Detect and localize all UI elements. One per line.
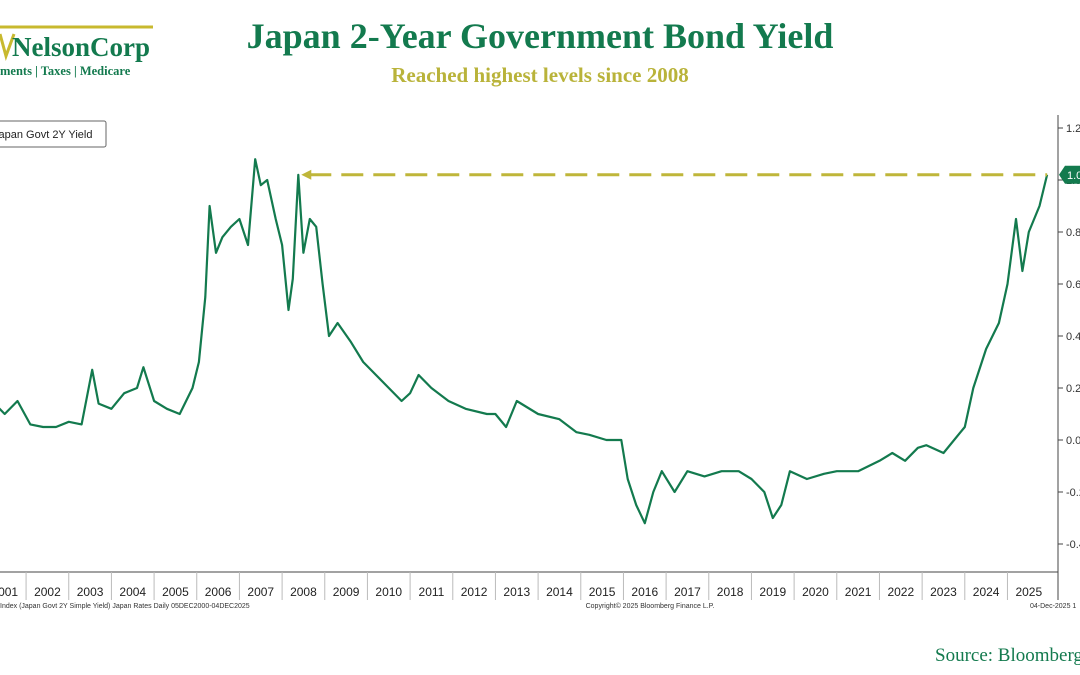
y-tick-label: -0.4 <box>1066 539 1080 551</box>
x-tick-label: 2025 <box>1015 585 1042 599</box>
x-tick-label: 2013 <box>503 585 530 599</box>
footer-center: Copyright© 2025 Bloomberg Finance L.P. <box>586 602 715 610</box>
footer-left: Index (Japan Govt 2Y Simple Yield) Japan… <box>0 603 250 610</box>
x-tick-label: 2004 <box>119 585 146 599</box>
y-tick-label: -0.2 <box>1066 487 1080 499</box>
x-tick-label: 2019 <box>759 585 786 599</box>
series-line <box>0 158 1049 525</box>
x-tick-label: 2017 <box>674 585 701 599</box>
x-tick-label: 2007 <box>247 585 274 599</box>
legend-box <box>0 120 107 148</box>
last-value-label: 1.02 <box>1067 170 1080 182</box>
y-tick-label: 0.6 <box>1066 279 1080 291</box>
y-tick-label: 0.8 <box>1066 227 1080 239</box>
x-tick-label: 2009 <box>333 585 360 599</box>
x-tick-label: 2006 <box>205 585 232 599</box>
x-tick-label: 2015 <box>589 585 616 599</box>
x-tick-label: 2020 <box>802 585 829 599</box>
reference-arrow <box>301 169 312 180</box>
logo-mark <box>0 33 16 61</box>
x-tick-label: 2016 <box>631 585 658 599</box>
chart-title: Japan 2-Year Government Bond Yield <box>247 16 834 56</box>
x-tick-label: 2011 <box>419 585 445 599</box>
x-tick-label: 2005 <box>162 585 189 599</box>
x-tick-label: 2008 <box>290 585 317 599</box>
x-tick-label: 2014 <box>546 585 573 599</box>
chart-subtitle: Reached highest levels since 2008 <box>391 63 688 87</box>
x-tick-label: 2010 <box>375 585 402 599</box>
x-tick-label: 2018 <box>717 585 744 599</box>
x-tick-label: 2023 <box>930 585 957 599</box>
legend-label: Japan Govt 2Y Yield <box>0 129 92 141</box>
y-tick-label: 1.2 <box>1066 123 1080 135</box>
logo-tagline: ments | Taxes | Medicare <box>0 64 131 78</box>
logo-name: NelsonCorp <box>12 32 150 62</box>
x-tick-label: 2003 <box>77 585 104 599</box>
x-tick-label: 2022 <box>887 585 914 599</box>
x-tick-label: 2012 <box>461 585 488 599</box>
last-value-tag <box>1059 165 1080 184</box>
source: Source: Bloomberg <box>935 645 1080 666</box>
x-tick-label: 2021 <box>845 585 872 599</box>
footer-right: 04-Dec-2025 1 <box>1030 603 1076 610</box>
x-tick-label: 2002 <box>34 585 61 599</box>
y-tick-label: 0.0 <box>1066 435 1080 447</box>
y-tick-label: 0.2 <box>1066 383 1080 395</box>
y-tick-label: 0.4 <box>1066 331 1080 343</box>
x-tick-label: 2024 <box>973 585 1000 599</box>
